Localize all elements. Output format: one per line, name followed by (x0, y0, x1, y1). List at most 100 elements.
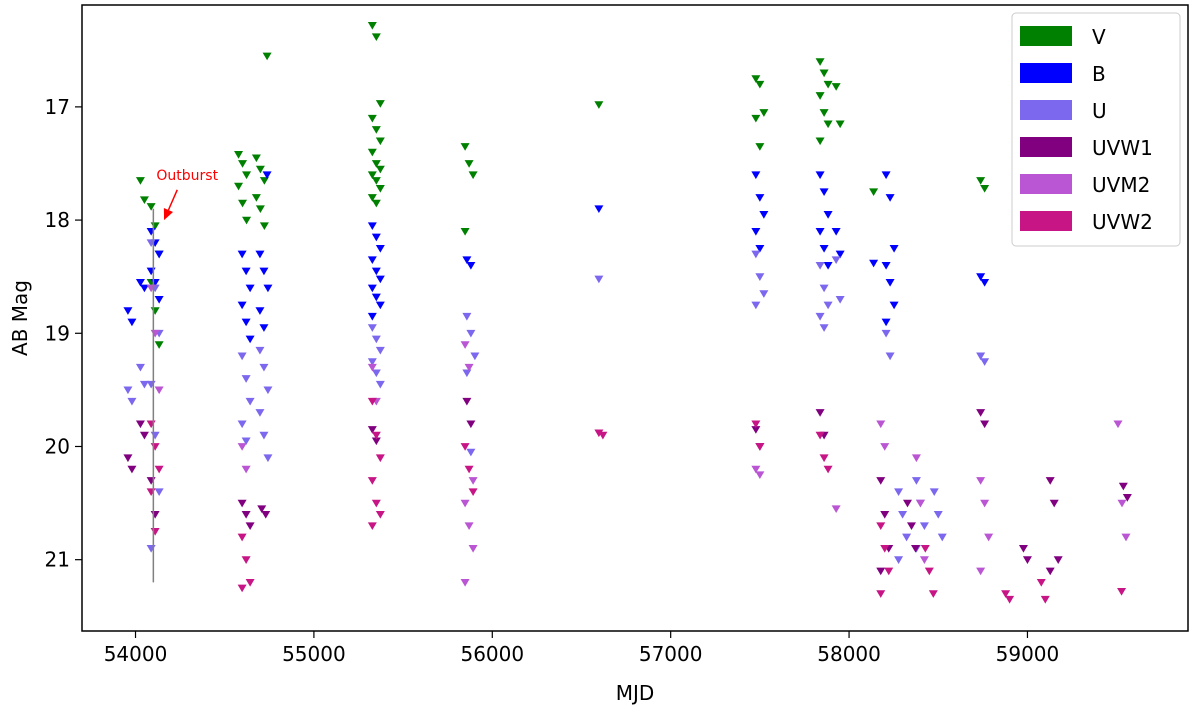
data-point-u (466, 329, 476, 338)
data-point-v (460, 143, 470, 151)
data-point-uvw1 (1022, 556, 1032, 564)
data-point-uvm2 (980, 499, 990, 508)
data-point-v (823, 120, 833, 129)
data-point-uvm2 (468, 477, 478, 485)
series-v (135, 22, 990, 349)
data-point-uvw1 (261, 511, 271, 519)
data-point-b (367, 284, 377, 293)
data-point-u (894, 556, 904, 564)
x-tick-label: 55000 (282, 642, 346, 666)
data-point-uvm2 (367, 363, 377, 372)
data-point-v (259, 222, 269, 231)
data-point-uvw2 (371, 431, 381, 440)
data-point-uvm2 (911, 454, 921, 463)
data-point-uvw1 (245, 522, 255, 530)
x-tick-label: 57000 (639, 642, 703, 666)
data-point-u (881, 329, 891, 338)
data-point-u (819, 284, 829, 293)
legend-swatch-u (1020, 100, 1072, 120)
x-tick-label: 58000 (817, 642, 881, 666)
legend-label-u: U (1092, 99, 1107, 123)
data-point-v (755, 80, 765, 89)
data-point-uvw1 (1045, 477, 1055, 485)
y-axis: 17 18 19 20 21 (45, 95, 82, 572)
data-point-uvw2 (375, 454, 385, 463)
data-point-uvw2 (928, 590, 938, 598)
data-point-b (835, 250, 845, 259)
data-point-uvw2 (880, 544, 890, 553)
data-point-uvw2 (920, 544, 930, 553)
data-point-uvm2 (1113, 420, 1123, 429)
legend-swatch-v (1020, 26, 1072, 46)
data-point-b (819, 188, 829, 197)
data-point-b (823, 211, 833, 219)
data-point-b (885, 194, 895, 202)
data-point-uvw2 (1005, 595, 1015, 604)
data-point-u (919, 522, 929, 530)
data-point-uvw1 (907, 522, 916, 530)
data-point-u (367, 358, 377, 366)
data-point-u (127, 397, 137, 406)
series-b (123, 171, 990, 344)
data-point-b (831, 228, 841, 236)
data-point-v (759, 109, 769, 117)
data-point-uvw2 (815, 431, 825, 440)
x-axis: 54000 55000 56000 57000 58000 59000 (104, 631, 1059, 666)
data-point-b (139, 284, 149, 293)
data-point-uvw2 (146, 420, 156, 429)
data-point-uvm2 (1121, 533, 1131, 542)
x-tick-label: 54000 (104, 642, 168, 666)
data-point-b (146, 267, 156, 276)
data-point-b (154, 295, 164, 304)
y-tick-label: 17 (45, 95, 70, 119)
data-point-u (751, 250, 761, 259)
data-point-v (371, 199, 381, 208)
data-point-u (259, 363, 269, 372)
series-uvm2 (146, 284, 1131, 587)
data-point-u (835, 295, 845, 304)
data-point-uvw1 (123, 454, 133, 463)
data-point-b (869, 259, 879, 268)
data-point-uvm2 (751, 465, 761, 474)
data-point-v (831, 83, 841, 91)
data-point-u (462, 312, 472, 321)
data-point-v (251, 194, 261, 202)
data-point-b (255, 307, 265, 315)
data-point-v (464, 160, 474, 168)
data-point-u (367, 324, 377, 332)
legend-label-uvm2: UVM2 (1092, 173, 1150, 197)
data-point-uvw2 (594, 429, 604, 438)
data-point-uvm2 (154, 386, 164, 395)
data-point-u (755, 273, 765, 281)
data-point-v (375, 137, 385, 146)
data-point-b (823, 261, 833, 270)
data-point-b (976, 273, 986, 281)
data-point-v (259, 177, 269, 185)
data-point-uvm2 (460, 499, 470, 508)
data-point-uvw2 (884, 567, 894, 576)
data-point-b (751, 228, 761, 236)
data-point-uvw1 (876, 477, 886, 485)
data-point-v (367, 194, 377, 202)
data-point-b (980, 278, 990, 287)
data-point-v (234, 182, 244, 191)
data-point-b (371, 293, 381, 302)
data-point-uvw1 (462, 397, 472, 406)
data-point-b (375, 275, 385, 284)
plot-frame (81, 4, 1189, 632)
data-point-v (815, 137, 825, 146)
data-point-uvw1 (135, 420, 145, 429)
data-point-u (150, 431, 160, 440)
data-point-u (980, 358, 990, 366)
data-point-uvw1 (876, 567, 886, 576)
data-point-v (371, 126, 381, 134)
data-point-b (466, 261, 476, 270)
data-point-u (902, 533, 912, 542)
plot-marks (123, 22, 1132, 604)
data-point-b (889, 245, 899, 253)
series-uvw2 (146, 397, 1127, 604)
legend-swatch-uvw2 (1020, 211, 1072, 231)
data-point-uvm2 (976, 567, 986, 576)
data-point-v (375, 165, 385, 174)
